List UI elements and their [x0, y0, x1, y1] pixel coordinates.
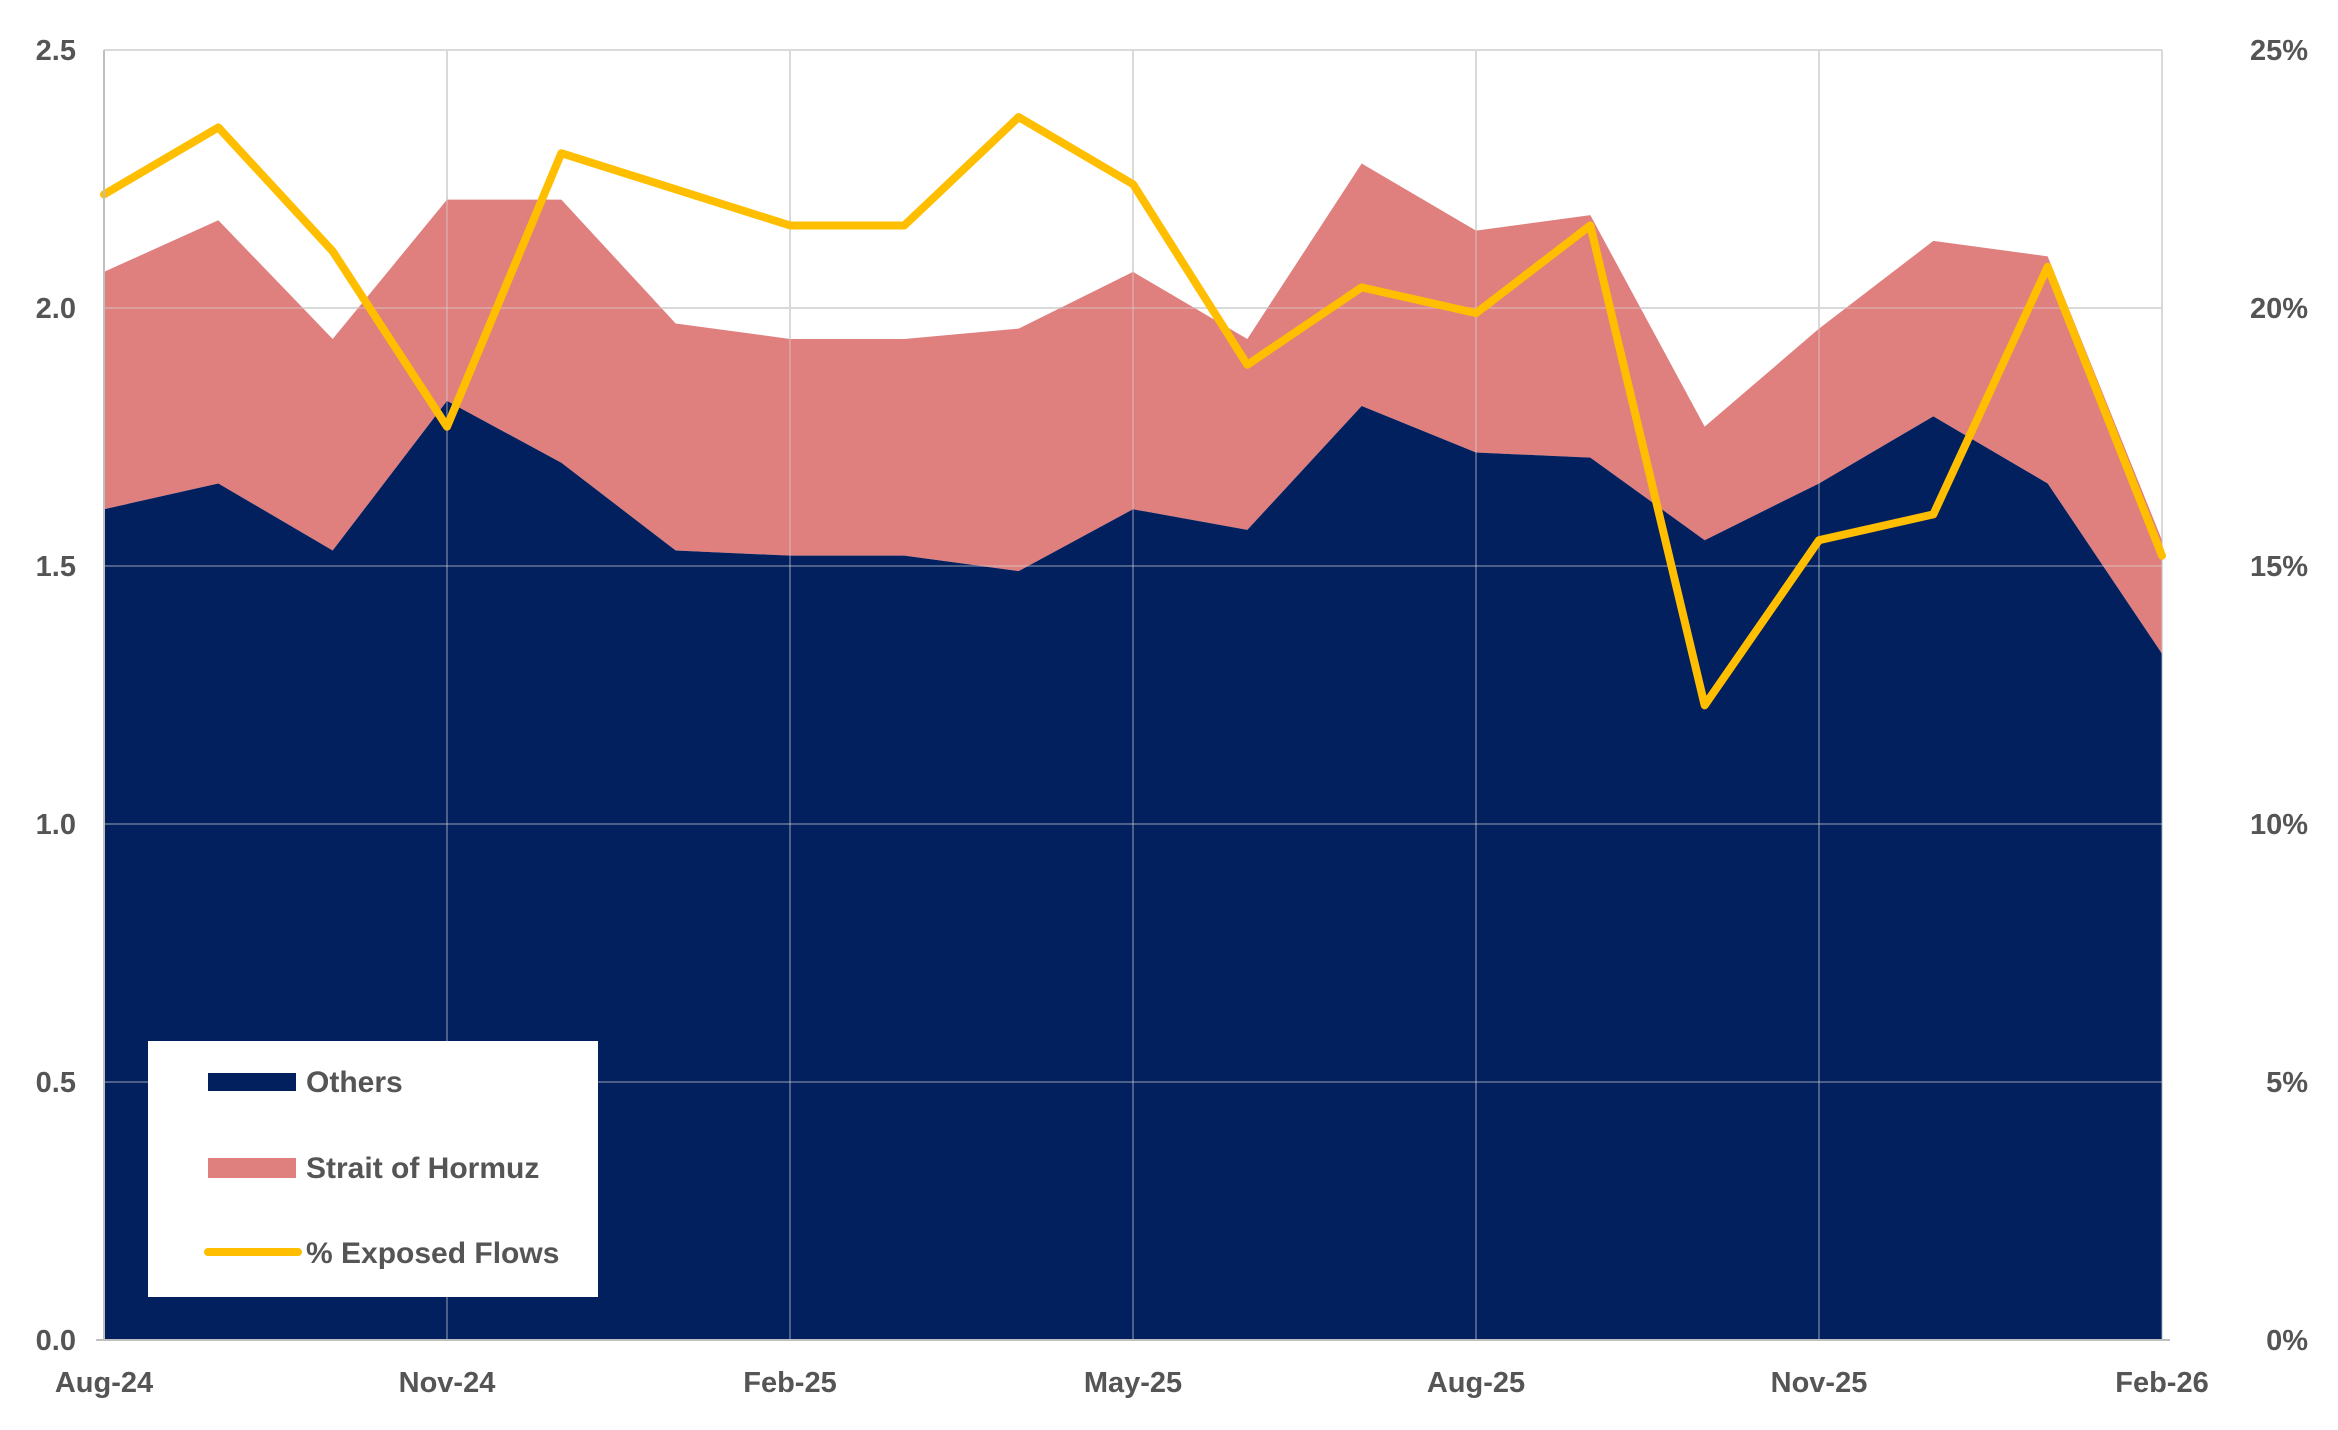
legend-swatch-others: [208, 1073, 296, 1091]
y2-tick-label: 15%: [2250, 551, 2308, 583]
point-exposed-flows: [1018, 116, 1020, 118]
point-exposed-flows: [1361, 286, 1363, 288]
point-exposed-flows: [2161, 555, 2163, 557]
y-tick-label: 2.5: [36, 35, 76, 67]
x-tick-label: Aug-25: [1427, 1367, 1525, 1399]
x-tick-label: Aug-24: [55, 1367, 153, 1399]
y2-tick-label: 10%: [2250, 809, 2308, 841]
point-exposed-flows: [446, 426, 448, 428]
areas: [104, 163, 2162, 1340]
y-tick-label: 1.5: [36, 551, 76, 583]
point-exposed-flows: [1132, 183, 1134, 185]
y2-tick-label: 20%: [2250, 293, 2308, 325]
y2-tick-label: 0%: [2266, 1325, 2308, 1357]
y-tick-label: 2.0: [36, 293, 76, 325]
point-exposed-flows: [1818, 539, 1820, 541]
point-exposed-flows: [1246, 364, 1248, 366]
y2-tick-label: 5%: [2266, 1067, 2308, 1099]
area-others: [104, 400, 2162, 1340]
x-tick-label: May-25: [1084, 1367, 1182, 1399]
legend-label-others: Others: [306, 1066, 403, 1099]
point-exposed-flows: [675, 188, 677, 190]
area-strait-of-hormuz: [104, 163, 2162, 654]
y-tick-label: 1.0: [36, 809, 76, 841]
line-layer: [100, 113, 2166, 710]
y2-tick-label: 25%: [2250, 35, 2308, 67]
x-tick-label: Nov-24: [399, 1367, 496, 1399]
point-exposed-flows: [560, 152, 562, 154]
y-tick-label: 0.0: [36, 1325, 76, 1357]
legend: Others Strait of Hormuz % Exposed Flows: [148, 1041, 598, 1297]
point-exposed-flows: [1704, 704, 1706, 706]
axes: 0.0 0.5 1.0 1.5 2.0 2.5 0% 5% 10% 15% 20% 25% Aug-24…: [36, 35, 2309, 1399]
legend-swatch-strait-of-hormuz: [208, 1158, 296, 1178]
x-tick-label: Feb-25: [743, 1367, 836, 1399]
point-exposed-flows: [1932, 513, 1934, 515]
point-exposed-flows: [789, 224, 791, 226]
point-exposed-flows: [903, 224, 905, 226]
legend-label-exposed-flows: % Exposed Flows: [306, 1237, 559, 1270]
legend-label-strait-of-hormuz: Strait of Hormuz: [306, 1152, 539, 1185]
point-exposed-flows: [1589, 224, 1591, 226]
x-tick-label: Nov-25: [1771, 1367, 1868, 1399]
point-exposed-flows: [217, 126, 219, 128]
x-tick-label: Feb-26: [2115, 1367, 2208, 1399]
point-exposed-flows: [2047, 266, 2049, 268]
y-tick-label: 0.5: [36, 1067, 76, 1099]
point-exposed-flows: [332, 250, 334, 252]
point-exposed-flows: [1475, 312, 1477, 314]
